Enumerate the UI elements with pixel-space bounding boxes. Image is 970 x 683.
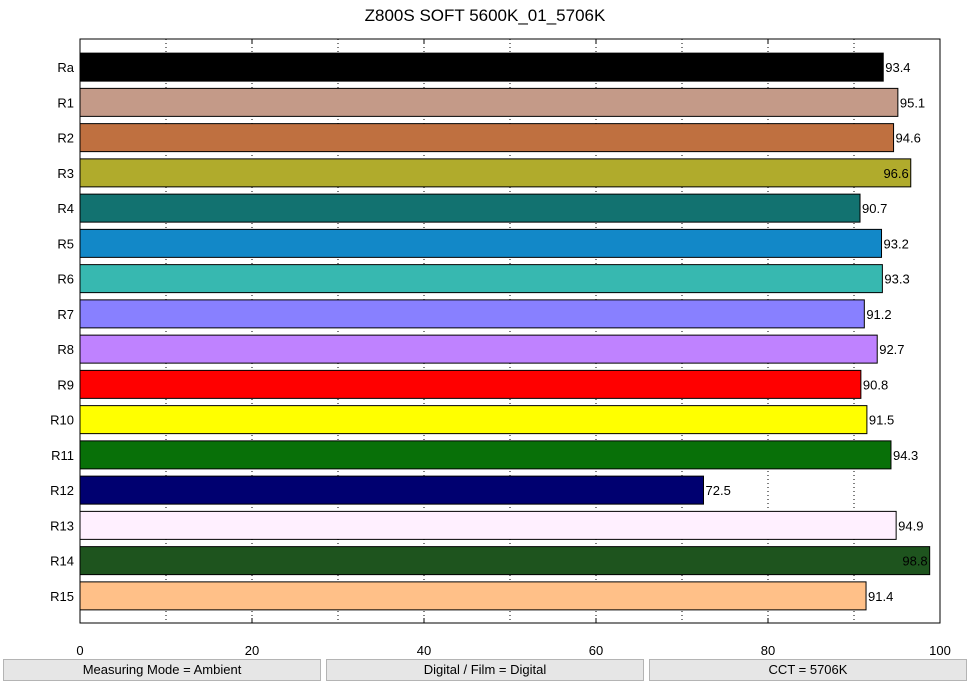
- bar-r6: [79, 264, 883, 294]
- bar-r13: [79, 510, 897, 540]
- category-label: R6: [57, 272, 74, 287]
- measuring-mode-field: Measuring Mode = Ambient: [3, 659, 321, 681]
- category-label: R8: [57, 342, 74, 357]
- x-tick-label: 20: [245, 643, 259, 658]
- cct-field: CCT = 5706K: [649, 659, 967, 681]
- grid-lines: [165, 39, 855, 623]
- category-label: R14: [50, 554, 74, 569]
- bar-r9: [79, 369, 862, 399]
- bar-r15: [79, 581, 867, 611]
- value-label: 98.8: [902, 554, 927, 569]
- category-label: R15: [50, 589, 74, 604]
- category-label: R7: [57, 307, 74, 322]
- x-tick-label: 80: [761, 643, 775, 658]
- category-label: R10: [50, 413, 74, 428]
- bar-r2: [79, 123, 895, 153]
- digital-film-field: Digital / Film = Digital: [326, 659, 644, 681]
- value-label: 94.9: [898, 518, 923, 533]
- category-label: R2: [57, 131, 74, 146]
- x-tick-label: 40: [417, 643, 431, 658]
- bar-r10: [79, 405, 868, 435]
- category-label: R9: [57, 377, 74, 392]
- chart-title: Z800S SOFT 5600K_01_5706K: [364, 6, 606, 25]
- bar-r7: [79, 299, 865, 329]
- bars: 93.4 95.1 94.6 96.6 90.7 93.2 93.3 91.2 92.7 90.8…: [79, 52, 931, 611]
- category-label: R4: [57, 201, 74, 216]
- bar-r1: [79, 87, 899, 117]
- category-label: R1: [57, 95, 74, 110]
- bar-r14: [79, 546, 931, 576]
- value-label: 91.4: [868, 589, 893, 604]
- value-label: 91.2: [866, 307, 891, 322]
- value-label: 91.5: [869, 413, 894, 428]
- category-label: R5: [57, 236, 74, 251]
- x-tick-labels: 0 20 40 60 80 100: [76, 39, 951, 658]
- value-label: 96.6: [883, 166, 908, 181]
- bar-ra: [79, 52, 884, 82]
- bar-r4: [79, 193, 861, 223]
- value-label: 72.5: [706, 483, 731, 498]
- x-tick-label: 0: [76, 643, 83, 658]
- value-label: 95.1: [900, 95, 925, 110]
- category-labels: Ra R1 R2 R3 R4 R5 R6 R7 R8 R9 R10 R11 R12 R13 R14 R15: [50, 60, 75, 604]
- value-label: 94.6: [896, 131, 921, 146]
- bar-r8: [79, 334, 878, 364]
- bar-r11: [79, 440, 892, 470]
- value-label: 90.8: [863, 377, 888, 392]
- category-label: R11: [51, 448, 74, 463]
- value-label: 93.2: [884, 236, 909, 251]
- value-label: 93.4: [885, 60, 910, 75]
- value-label: 90.7: [862, 201, 887, 216]
- category-label: R3: [57, 166, 74, 181]
- bar-r12: [79, 475, 704, 505]
- value-label: 94.3: [893, 448, 918, 463]
- value-label: 93.3: [884, 272, 909, 287]
- category-label: R13: [50, 518, 74, 533]
- bar-r5: [79, 228, 883, 258]
- category-label: R12: [50, 483, 74, 498]
- x-tick-label: 60: [589, 643, 603, 658]
- bar-r3: [79, 158, 912, 188]
- category-label: Ra: [57, 60, 74, 75]
- value-label: 92.7: [879, 342, 904, 357]
- x-tick-label: 100: [929, 643, 951, 658]
